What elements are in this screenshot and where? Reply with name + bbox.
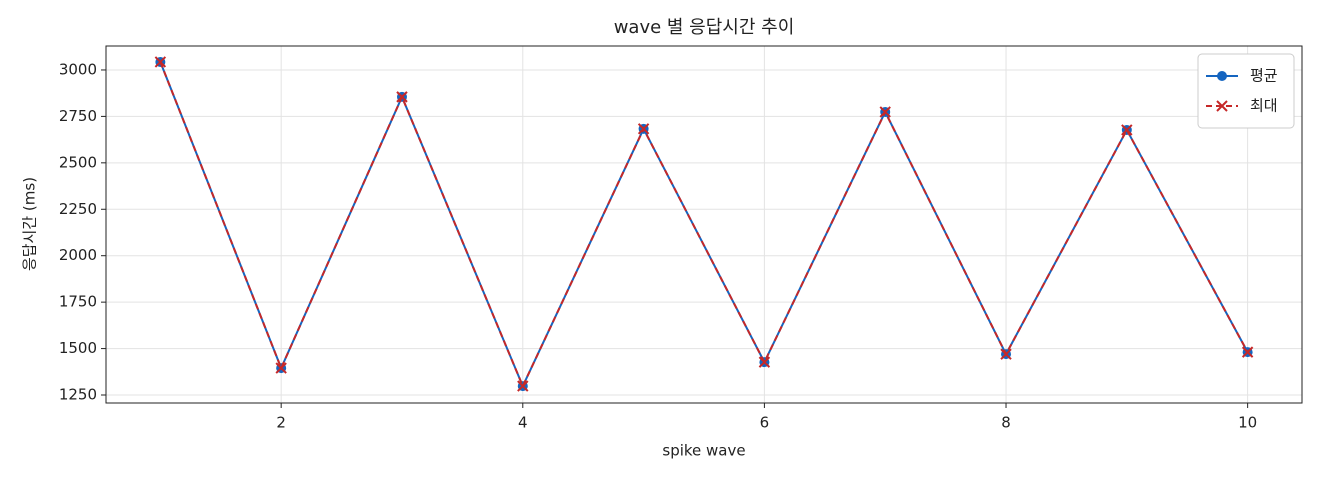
y-tick-label: 2750 xyxy=(59,107,97,125)
y-tick-label: 1500 xyxy=(59,339,97,357)
data-point xyxy=(1121,124,1133,136)
legend-label: 최대 xyxy=(1250,97,1278,115)
data-point xyxy=(758,356,771,368)
x-axis-label: spike wave xyxy=(662,442,745,460)
y-tick-label: 1250 xyxy=(59,386,97,404)
marker-shape xyxy=(154,56,167,68)
marker-shape xyxy=(517,380,529,392)
x-tick-label: 6 xyxy=(760,414,770,432)
y-tick-label: 2500 xyxy=(59,153,97,171)
data-point xyxy=(879,106,891,118)
legend-marker xyxy=(1216,100,1228,112)
y-tick-label: 2000 xyxy=(59,246,97,264)
marker-shape xyxy=(396,91,408,103)
plot-frame xyxy=(105,45,1303,404)
marker-shape xyxy=(637,123,650,135)
marker-shape xyxy=(1000,348,1012,360)
data-point xyxy=(1000,348,1012,360)
data-point xyxy=(154,56,167,68)
x-tick-label: 4 xyxy=(518,414,528,432)
x-tick-label: 8 xyxy=(1001,414,1011,432)
chart-title: wave 별 응답시간 추이 xyxy=(614,17,795,38)
series-line xyxy=(159,61,1249,389)
series-line xyxy=(159,61,1249,389)
marker-shape xyxy=(1241,346,1254,358)
data-point xyxy=(517,380,529,392)
marker-shape xyxy=(1216,100,1228,112)
y-axis-label: 응답시간 (ms) xyxy=(21,177,39,271)
legend-box xyxy=(1197,53,1295,129)
data-point xyxy=(275,362,287,374)
marker-shape xyxy=(758,356,771,368)
x-tick-label: 10 xyxy=(1238,414,1257,432)
marker-shape xyxy=(879,106,891,118)
legend-label: 평균 xyxy=(1250,67,1278,85)
data-point xyxy=(396,91,408,103)
marker-shape xyxy=(275,362,287,374)
y-tick-label: 1750 xyxy=(59,293,97,311)
legend-marker xyxy=(1217,71,1227,81)
marker-shape xyxy=(1121,124,1133,136)
y-tick-label: 3000 xyxy=(59,60,97,78)
x-tick-label: 2 xyxy=(276,414,286,432)
y-tick-label: 2250 xyxy=(59,200,97,218)
data-point xyxy=(1241,346,1254,358)
data-point xyxy=(637,123,650,135)
